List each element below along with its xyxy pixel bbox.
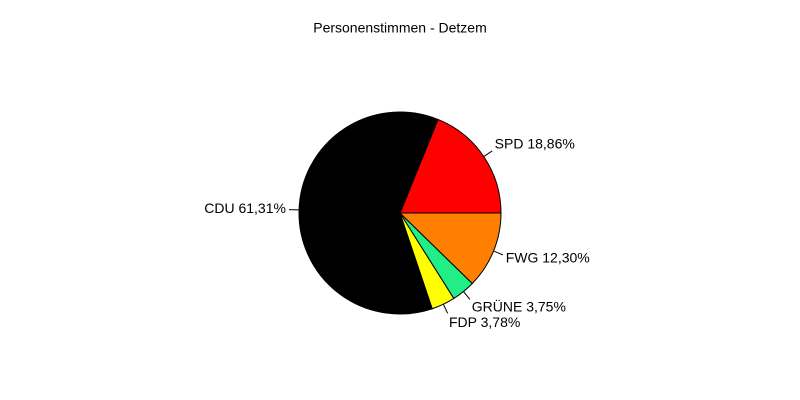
- slice-label: FDP 3,78%: [449, 314, 520, 330]
- chart-title: Personenstimmen - Detzem: [313, 20, 487, 36]
- slice-label: SPD 18,86%: [495, 136, 575, 152]
- slice-label: CDU 61,31%: [204, 200, 286, 216]
- leader-line: [463, 291, 471, 300]
- slice-label: GRÜNE 3,75%: [472, 298, 566, 315]
- leader-line: [483, 150, 493, 158]
- leader-line: [442, 304, 449, 314]
- pie-slice: [399, 118, 502, 214]
- pie-slice: [298, 111, 439, 315]
- slice-label: FWG 12,30%: [506, 250, 590, 266]
- leader-line: [493, 250, 504, 256]
